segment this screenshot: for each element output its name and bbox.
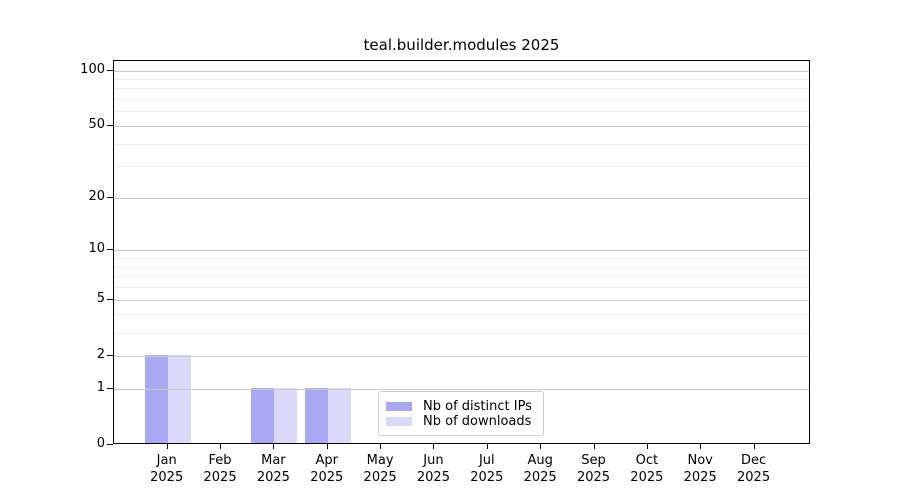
x-label-year: 2025	[630, 470, 664, 485]
x-label-year: 2025	[256, 470, 290, 485]
y-axis-tick-0	[107, 444, 113, 445]
minor-gridline-80	[114, 88, 809, 90]
x-axis-label-nov: Nov 2025	[673, 452, 727, 486]
minor-gridline-9	[114, 258, 809, 260]
x-label-year: 2025	[363, 470, 397, 485]
minor-gridline-90	[114, 78, 809, 80]
x-label-month: Jul	[478, 453, 495, 468]
minor-gridline-4	[114, 314, 809, 316]
y-axis-label-20: 20	[88, 188, 105, 204]
x-axis-tick-jul	[486, 444, 488, 449]
x-axis-label-aug: Aug 2025	[513, 452, 567, 486]
legend-label-distinct-ips: Nb of distinct IPs	[423, 399, 532, 414]
plot-area	[113, 60, 810, 444]
legend-entry-distinct-ips: Nb of distinct IPs	[386, 399, 535, 414]
x-axis-tick-feb	[220, 444, 222, 449]
x-label-month: Jun	[423, 453, 444, 468]
x-axis-label-sep: Sep 2025	[567, 452, 621, 486]
x-label-year: 2025	[150, 470, 184, 485]
major-gridline-10	[114, 250, 809, 252]
minor-gridline-6	[114, 287, 809, 289]
y-axis-label-5: 5	[96, 290, 105, 306]
x-axis-label-oct: Oct 2025	[620, 452, 674, 486]
legend-label-downloads: Nb of downloads	[423, 414, 532, 429]
x-axis-tick-apr	[326, 444, 328, 449]
x-label-month: Aug	[527, 453, 553, 468]
chart-title: teal.builder.modules 2025	[363, 36, 560, 54]
bar-nb-of-downloads-jan	[167, 354, 191, 443]
y-axis-label-10: 10	[88, 241, 105, 257]
y-axis-tick-20	[107, 196, 113, 198]
legend-swatch-distinct-ips	[386, 402, 412, 411]
major-gridline-2	[114, 355, 809, 357]
x-label-month: Apr	[315, 453, 339, 468]
y-axis-tick-1	[107, 387, 113, 389]
minor-gridline-8	[114, 266, 809, 268]
x-label-year: 2025	[416, 470, 450, 485]
x-axis-tick-may	[380, 444, 382, 449]
major-gridline-50	[114, 125, 809, 127]
x-axis-label-dec: Dec 2025	[727, 452, 781, 486]
x-label-year: 2025	[523, 470, 557, 485]
x-axis-tick-dec	[753, 444, 755, 449]
x-label-month: May	[366, 453, 394, 468]
major-gridline-20	[114, 197, 809, 199]
x-axis-label-may: May 2025	[353, 452, 407, 486]
y-axis-tick-10	[107, 249, 113, 251]
minor-gridline-70	[114, 99, 809, 101]
x-label-month: Nov	[687, 453, 713, 468]
x-axis-tick-sep	[593, 444, 595, 449]
y-axis-tick-5	[107, 298, 113, 300]
x-axis-tick-jun	[433, 444, 435, 449]
bar-nb-of-distinct-ips-apr	[304, 387, 328, 443]
minor-gridline-3	[114, 332, 809, 334]
major-gridline-5	[114, 299, 809, 301]
legend-entry-downloads: Nb of downloads	[386, 414, 535, 429]
bar-nb-of-downloads-apr	[327, 387, 351, 443]
x-label-year: 2025	[470, 470, 504, 485]
x-label-month: Mar	[261, 453, 286, 468]
x-label-month: Dec	[740, 453, 767, 468]
x-label-year: 2025	[203, 470, 237, 485]
y-axis-tick-2	[107, 354, 113, 356]
y-axis-tick-50	[107, 124, 113, 126]
x-axis-label-feb: Feb 2025	[193, 452, 247, 486]
x-axis-label-jul: Jul 2025	[460, 452, 514, 486]
major-gridline-1	[114, 388, 809, 390]
x-axis-tick-oct	[646, 444, 648, 449]
x-label-month: Jan	[156, 453, 177, 468]
y-axis-label-0: 0	[96, 436, 105, 451]
minor-gridline-30	[114, 166, 809, 168]
x-axis-tick-aug	[540, 444, 542, 449]
legend-swatch-downloads	[386, 417, 412, 426]
bar-nb-of-distinct-ips-jan	[144, 354, 168, 443]
x-axis-label-mar: Mar 2025	[246, 452, 300, 486]
bar-nb-of-downloads-mar	[274, 387, 298, 443]
x-label-year: 2025	[310, 470, 344, 485]
y-axis-tick-100	[107, 69, 113, 71]
legend: Nb of distinct IPs Nb of downloads	[378, 391, 544, 436]
x-axis-label-jan: Jan 2025	[140, 452, 194, 486]
y-axis-label-2: 2	[96, 346, 105, 362]
x-label-year: 2025	[683, 470, 717, 485]
y-axis-label-50: 50	[88, 116, 105, 132]
x-axis-tick-mar	[273, 444, 275, 449]
minor-gridline-60	[114, 111, 809, 113]
x-axis-tick-jan	[166, 444, 168, 449]
x-axis-label-apr: Apr 2025	[300, 452, 354, 486]
x-axis-label-jun: Jun 2025	[406, 452, 460, 486]
x-label-year: 2025	[576, 470, 611, 485]
x-label-month: Feb	[208, 453, 232, 468]
minor-gridline-7	[114, 276, 809, 278]
y-axis-label-1: 1	[96, 379, 105, 395]
minor-gridline-40	[114, 143, 809, 145]
y-axis-label-100: 100	[80, 61, 105, 77]
bar-nb-of-distinct-ips-mar	[251, 387, 275, 443]
x-label-month: Oct	[635, 453, 659, 468]
major-gridline-100	[114, 70, 809, 72]
x-axis-tick-nov	[700, 444, 702, 449]
x-label-month: Sep	[581, 453, 606, 468]
x-label-year: 2025	[737, 470, 771, 485]
